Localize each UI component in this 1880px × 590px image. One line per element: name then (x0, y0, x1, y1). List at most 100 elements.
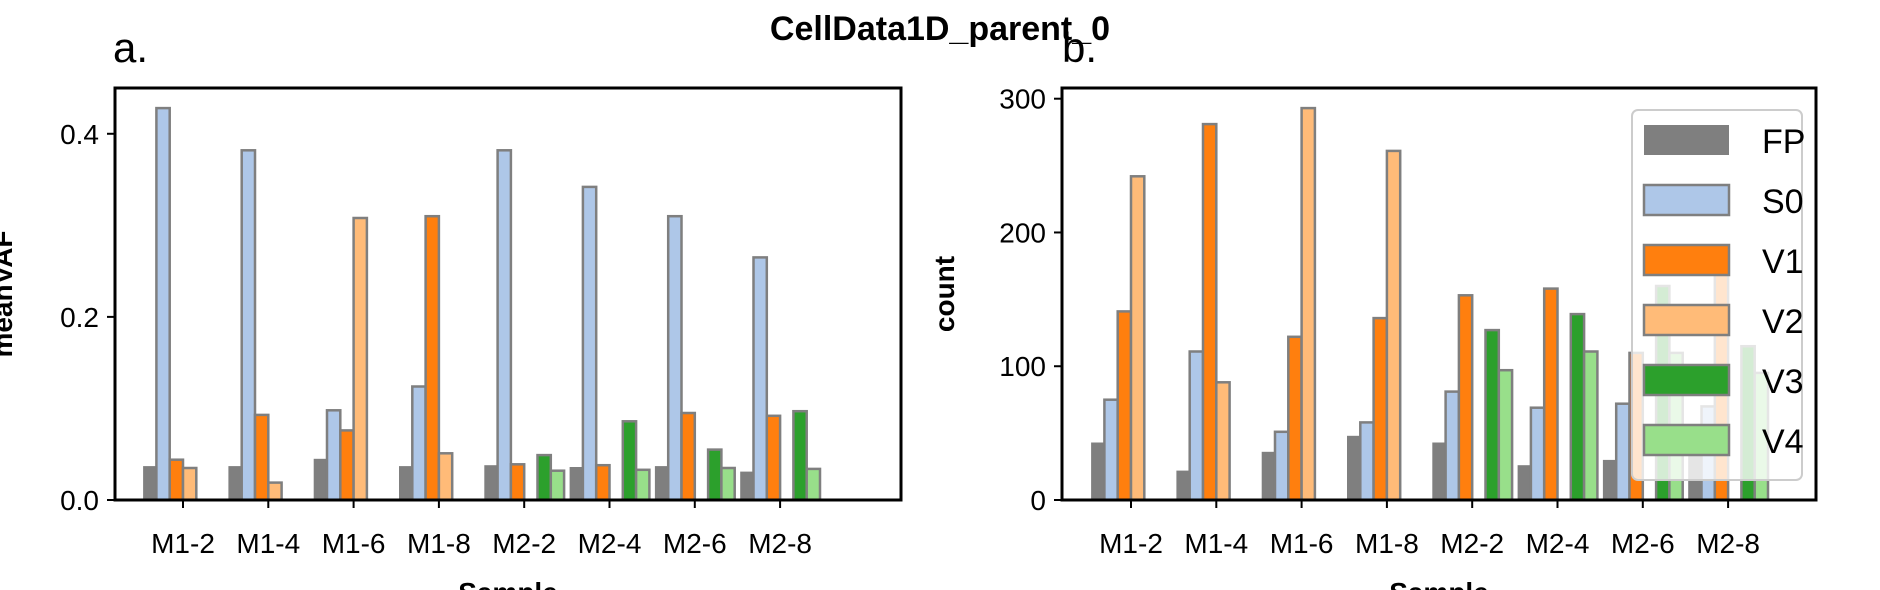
bar-FP-M1-4 (1176, 470, 1190, 500)
x-tick-label: M1-6 (1270, 528, 1334, 559)
y-axis-label-b: count (929, 256, 960, 332)
bar-V2-M1-6 (352, 216, 369, 502)
bar-FP-M2-2 (484, 465, 498, 500)
bar-S0-M2-4 (581, 185, 598, 502)
bar-V4-M2-8 (805, 467, 822, 502)
bar-V3-M2-6 (706, 448, 723, 502)
bar-FP-M2-4 (569, 467, 583, 500)
legend-swatch-V4 (1642, 423, 1731, 457)
legend-swatch-V1 (1642, 243, 1731, 277)
bar-V1-M1-8 (424, 214, 441, 502)
x-tick-label: M2-2 (1440, 528, 1504, 559)
bar-V4-M2-6 (720, 466, 736, 502)
bar-FP-M2-4 (1517, 465, 1531, 500)
panel-b-label: b. (1062, 24, 1097, 71)
y-axis-ticks-b: 0 100 200 300 (999, 84, 1062, 516)
bars-a (143, 106, 822, 502)
bar-FP-M1-6 (1261, 451, 1275, 500)
x-axis-label-b: Sample (1389, 577, 1489, 590)
bar-S0-M2-4 (1529, 406, 1546, 502)
x-tick-label: M2-8 (1696, 528, 1760, 559)
y-axis-label-a: meanVAF (0, 230, 18, 357)
bar-V1-M2-2 (1457, 294, 1474, 502)
plot-frame-a (113, 86, 903, 502)
bar-S0-M1-6 (1273, 430, 1290, 502)
bar-V1-M1-8 (1372, 316, 1389, 502)
panel-b: b. 0 100 200 300 M1-2 M1-4 M1-6 M1-8 M2-2 M2-4 M2… (929, 24, 1818, 590)
legend-swatch-V2 (1642, 303, 1731, 337)
bar-S0-M1-6 (325, 409, 342, 502)
x-tick-label: M1-6 (322, 528, 386, 559)
y-axis-ticks-a: 0.0 0.2 0.4 (60, 119, 115, 516)
legend-swatch-FP (1644, 125, 1729, 155)
legend-label-V3: V3 (1762, 363, 1804, 401)
bar-FP-M1-8 (1347, 435, 1361, 500)
bar-S0-M2-2 (496, 149, 513, 502)
bar-V2-M1-4 (1215, 381, 1231, 502)
x-tick-label: M2-4 (578, 528, 642, 559)
bar-V2-M1-2 (181, 466, 198, 502)
bar-V1-M2-4 (1542, 287, 1559, 502)
bar-FP-M2-2 (1432, 442, 1446, 500)
bar-V2-M1-2 (1129, 175, 1146, 502)
x-tick-label: M1-4 (1184, 528, 1248, 559)
legend-label-FP: FP (1762, 123, 1805, 161)
y-tick-label: 0.4 (60, 119, 99, 150)
bar-V1-M1-4 (253, 413, 270, 502)
bar-V1-M1-2 (1116, 310, 1133, 502)
x-tick-label: M1-2 (1099, 528, 1163, 559)
x-tick-label: M1-2 (151, 528, 215, 559)
bar-S0-M2-2 (1444, 390, 1461, 502)
bar-V3-M2-4 (1569, 312, 1586, 502)
y-tick-label: 300 (999, 84, 1046, 115)
bar-S0-M1-8 (411, 385, 427, 502)
bar-S0-M1-2 (155, 106, 171, 502)
y-tick-label: 100 (999, 351, 1046, 382)
panel-a-label: a. (113, 24, 148, 71)
bar-V1-M2-6 (680, 411, 697, 502)
legend: FP S0 V1 V2 V3 V4 (1631, 109, 1805, 481)
legend-label-V2: V2 (1762, 303, 1804, 341)
bar-FP-M1-2 (1091, 442, 1105, 500)
bar-FP-M1-2 (143, 466, 157, 500)
x-tick-label: M2-2 (492, 528, 556, 559)
bar-V2-M1-6 (1300, 106, 1317, 502)
bar-V3-M2-8 (792, 409, 808, 502)
y-tick-label: 0 (1030, 485, 1046, 516)
bar-S0-M1-2 (1103, 398, 1119, 502)
bar-FP-M2-6 (1602, 459, 1617, 500)
bar-S0-M1-4 (240, 149, 257, 502)
legend-label-V4: V4 (1762, 423, 1804, 461)
x-tick-label: M2-6 (663, 528, 727, 559)
bar-V1-M1-2 (168, 458, 185, 502)
bar-FP-M2-6 (654, 466, 669, 500)
bar-S0-M2-6 (1614, 402, 1631, 502)
bar-V1-M2-2 (509, 463, 526, 502)
x-axis-ticks-b: M1-2 M1-4 M1-6 M1-8 M2-2 M2-4 M2-6 M2-8 (1099, 500, 1760, 559)
panel-a: a. 0.0 0.2 0.4 M1-2 M1-4 M1-6 M1-8 M2-2 M2-4 M2-… (0, 24, 903, 590)
y-tick-label: 0.2 (60, 302, 99, 333)
bar-V3-M2-2 (536, 453, 553, 502)
x-tick-label: M2-8 (748, 528, 812, 559)
x-tick-label: M2-4 (1526, 528, 1590, 559)
x-tick-label: M2-6 (1611, 528, 1675, 559)
bar-V1-M1-6 (1287, 335, 1303, 502)
bar-V3-M2-4 (621, 420, 638, 502)
x-tick-label: M1-4 (236, 528, 300, 559)
bar-FP-M2-8 (740, 471, 754, 500)
bar-V2-M1-4 (267, 481, 283, 502)
bar-V3-M2-2 (1484, 328, 1501, 502)
y-tick-label: 200 (999, 217, 1046, 248)
legend-label-V1: V1 (1762, 243, 1804, 281)
bar-S0-M2-6 (666, 214, 683, 502)
bar-V2-M1-8 (1385, 149, 1402, 502)
legend-swatch-S0 (1642, 183, 1731, 217)
bar-V1-M1-6 (339, 429, 355, 502)
bar-S0-M1-4 (1188, 350, 1205, 502)
bar-V2-M1-8 (437, 452, 454, 502)
y-tick-label: 0.0 (60, 485, 99, 516)
bar-V4-M2-4 (634, 468, 651, 502)
bar-V1-M2-8 (765, 414, 782, 502)
bar-V1-M1-4 (1201, 122, 1218, 502)
